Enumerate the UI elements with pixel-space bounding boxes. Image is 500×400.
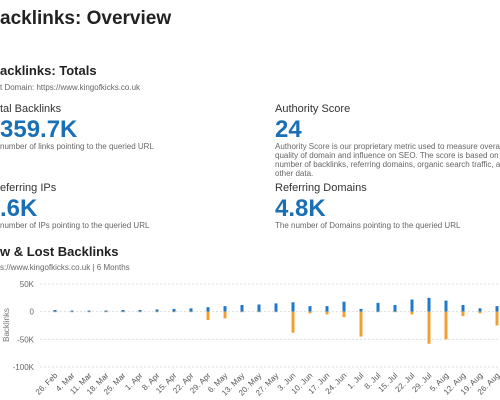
y-tick-label: 50K	[20, 280, 35, 289]
metric-desc: Authority Score is our proprietary metri…	[275, 142, 500, 178]
bar	[53, 311, 57, 313]
bar	[189, 308, 193, 312]
bar	[70, 311, 74, 313]
bar	[138, 311, 142, 313]
metric-desc: number of links pointing to the queried …	[0, 142, 154, 151]
bar	[291, 302, 295, 312]
bar	[172, 311, 176, 313]
chart-subtitle: s://www.kingofkicks.co.uk | 6 Months	[0, 263, 130, 272]
bar	[376, 302, 380, 312]
chart-title: w & Lost Backlinks	[0, 244, 119, 259]
x-tick-label: 1. Jul	[346, 371, 366, 391]
metric-value: 4.8K	[275, 195, 326, 222]
bar	[240, 311, 244, 313]
bar	[70, 310, 74, 312]
bar	[410, 311, 414, 315]
bar	[121, 310, 125, 312]
bar	[206, 311, 210, 320]
bar	[461, 305, 465, 312]
bar	[461, 311, 465, 317]
bar	[121, 311, 125, 313]
bar	[478, 311, 482, 314]
bar	[495, 306, 499, 312]
bar	[223, 311, 227, 319]
bar	[308, 311, 312, 314]
metric-label: tal Backlinks	[0, 103, 62, 115]
bar	[359, 311, 363, 337]
bar	[427, 311, 431, 344]
metric-label: Authority Score	[275, 103, 351, 115]
bar	[274, 311, 278, 313]
bar	[376, 311, 380, 313]
y-tick-label: -100K	[13, 363, 35, 372]
metric-desc: number of IPs pointing to the queried UR…	[0, 221, 150, 230]
x-tick-label: 26. Feb	[34, 371, 60, 397]
y-tick-label: 0	[30, 308, 35, 317]
domain: t Domain: https://www.kingofkicks.co.uk	[0, 83, 141, 92]
bar	[87, 311, 91, 313]
bar	[155, 311, 159, 313]
page-title: acklinks: Overview	[0, 8, 172, 29]
metric-value: 359.7K	[0, 116, 78, 143]
y-tick-label: -50K	[17, 335, 35, 344]
bar	[342, 301, 346, 312]
y-axis-label: Backlinks	[2, 308, 11, 342]
bar	[478, 308, 482, 312]
metric-value: 24	[275, 116, 302, 143]
bar	[444, 311, 448, 340]
bar	[325, 311, 329, 315]
bar	[291, 311, 295, 333]
bar	[138, 310, 142, 312]
bar	[393, 311, 397, 313]
bar	[359, 308, 363, 312]
bar	[189, 311, 193, 313]
bar	[410, 299, 414, 312]
bar	[257, 311, 261, 313]
section-title: acklinks: Totals	[0, 63, 97, 78]
bar	[257, 304, 261, 312]
bar	[393, 305, 397, 312]
bar	[444, 300, 448, 312]
metric-value: .6K	[0, 195, 38, 222]
x-tick-label: 1. Apr	[123, 371, 144, 392]
metric-label: Referring Domains	[275, 182, 367, 194]
metric-desc: The number of Domains pointing to the qu…	[275, 221, 461, 230]
x-tick-label: 29. Jul	[410, 371, 433, 394]
bar	[427, 297, 431, 312]
bar	[308, 306, 312, 312]
bar	[495, 311, 499, 326]
bar	[342, 311, 346, 318]
bar	[240, 305, 244, 312]
bar	[206, 307, 210, 312]
bar	[104, 311, 108, 313]
bar	[104, 310, 108, 312]
bar	[325, 306, 329, 312]
metric-label: eferring IPs	[0, 182, 57, 194]
bar	[274, 303, 278, 312]
bar	[53, 310, 57, 312]
bar	[172, 308, 176, 312]
bar	[87, 310, 91, 312]
bar	[155, 309, 159, 312]
bar	[223, 306, 227, 312]
